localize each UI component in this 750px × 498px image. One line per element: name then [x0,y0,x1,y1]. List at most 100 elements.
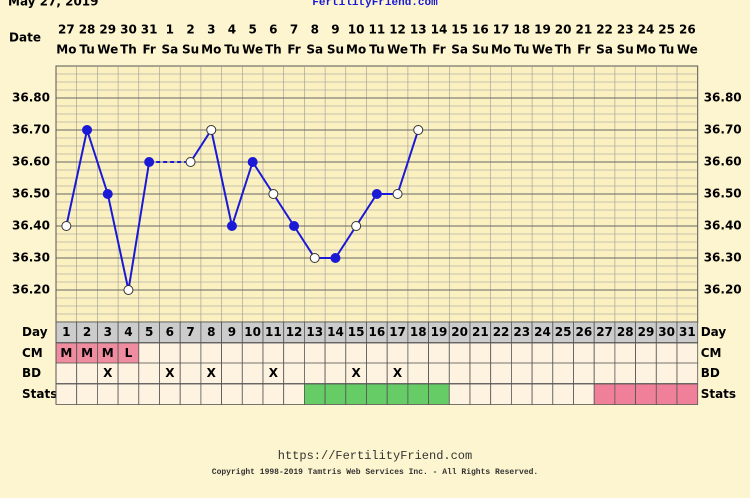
date-label: 16 [472,23,489,37]
row-cell [676,362,699,384]
temperature-point [185,157,196,167]
row-cell [303,362,326,384]
row-cell [221,342,243,364]
date-label: 30 [120,23,137,37]
day-number: 15 [348,325,365,339]
day-number: 9 [228,325,236,339]
weekday-label: We [242,43,263,57]
temperature-point [309,253,320,263]
row-label: BD [22,366,41,380]
date-label: 31 [141,23,158,37]
bd-entry: X [165,366,175,380]
day-number: 1 [62,325,70,339]
y-tick-label: 36.40 [12,219,50,233]
weekday-label: Tu [659,43,674,57]
date-label: 25 [658,23,675,37]
day-number: 4 [124,325,132,339]
weekday-label: We [387,43,408,57]
row-label-right: CM [701,346,722,360]
y-tick-label-right: 36.60 [704,155,742,169]
row-cell [324,342,347,364]
weekday-label: Sa [306,43,323,57]
day-number: 2 [83,325,91,339]
row-cell [159,383,181,405]
row-cell [614,383,637,405]
row-cell [179,342,202,364]
weekday-label: Tu [224,43,239,57]
date-label: 24 [638,23,655,37]
weekday-label: Th [555,43,572,57]
day-number: 3 [104,325,112,339]
weekday-label: Th [265,43,282,57]
row-cell [428,362,450,384]
row-cell [407,342,429,364]
bd-entry: X [393,366,403,380]
day-number: 8 [207,325,215,339]
weekday-label: Mo [346,43,366,57]
row-cell [635,362,657,384]
temperature-point [247,157,258,167]
footer-url: https://FertilityFriend.com [278,449,472,463]
weekday-label: Fr [142,43,155,57]
day-number: 27 [596,325,613,339]
date-label: 18 [513,23,530,37]
bd-entry: X [269,366,279,380]
date-label: 3 [207,23,215,37]
temperature-point [206,125,217,135]
row-cell [366,342,388,364]
row-cell [510,383,533,405]
day-number: 21 [472,325,489,339]
weekday-label: Tu [369,43,384,57]
weekday-label: Fr [432,43,445,57]
date-label: 22 [596,23,613,37]
date-label: 11 [368,23,385,37]
row-cell [573,342,595,364]
weekday-label: We [677,43,698,57]
row-cell [531,383,554,405]
row-cell [552,362,574,384]
row-cell [593,342,616,364]
row-cell [138,342,160,364]
cm-entry: L [125,346,133,360]
date-label: Date [9,31,41,45]
row-cell [469,362,492,384]
row-cell [97,383,119,405]
weekday-label: Sa [451,43,468,57]
row-cell [241,342,264,364]
date-label: 20 [555,23,572,37]
row-cell [593,362,616,384]
copyright: Copyright 1998-2019 Tamtris Web Services… [212,468,538,477]
row-label: CM [22,346,43,360]
row-cell [262,383,285,405]
bd-entry: X [352,366,362,380]
date-label: 17 [493,23,510,37]
temperature-point [371,189,382,199]
weekday-label: Th [120,43,137,57]
chart-subtitle: FertilityFriend.com [312,0,438,9]
temperature-point [82,125,93,135]
row-cell [303,342,326,364]
day-number: 22 [493,325,510,339]
weekday-label: Tu [514,43,529,57]
row-cell [345,342,367,364]
row-cell [469,342,492,364]
weekday-label: Su [472,43,489,57]
date-label: 8 [311,23,319,37]
y-tick-label: 36.80 [12,91,50,105]
row-cell [324,362,347,384]
day-number: 17 [389,325,406,339]
day-number: 11 [265,325,282,339]
row-label: Day [22,325,48,339]
day-number: 30 [658,325,675,339]
weekday-label: Su [617,43,634,57]
row-cell [241,383,264,405]
date-label: 9 [331,23,339,37]
date-label: 29 [99,23,116,37]
row-cell [262,342,285,364]
row-cell [241,362,264,384]
row-cell [283,342,305,364]
temperature-point [392,189,403,199]
date-label: 2 [186,23,194,37]
bd-entry: X [103,366,113,380]
